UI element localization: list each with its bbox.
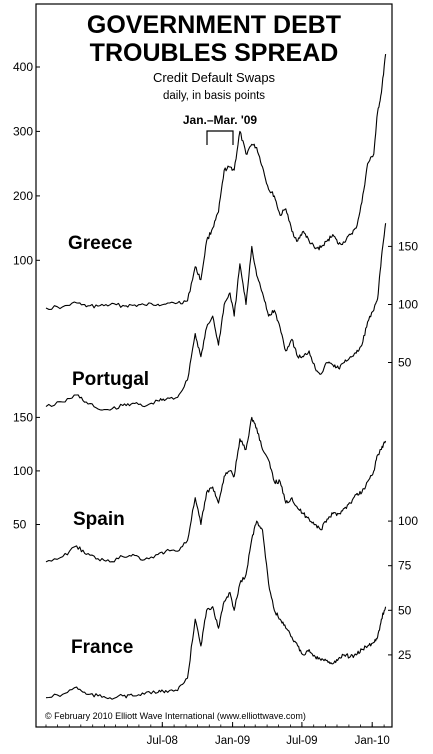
y-tick-label-greece-200: 200 (13, 189, 33, 203)
chart-title-line2: TROUBLES SPREAD (90, 39, 339, 67)
series-label-spain: Spain (73, 509, 125, 530)
y-tick-label-france-25: 25 (398, 648, 412, 662)
series-label-greece: Greece (68, 233, 132, 254)
plot-frame (35, 3, 393, 728)
y-tick-label-spain-150: 150 (13, 410, 33, 424)
y-tick-label-portugal-50: 50 (398, 356, 412, 370)
series-line-france (45, 520, 387, 700)
y-tick-label-spain-100: 100 (13, 464, 33, 478)
copyright-credit: © February 2010 Elliott Wave Internation… (45, 711, 306, 721)
chart-subtitle-2: daily, in basis points (163, 90, 265, 102)
x-tick-label-jan-10: Jan-10 (355, 735, 390, 747)
y-tick-label-greece-400: 400 (13, 60, 33, 74)
series-line-greece (45, 54, 387, 310)
x-tick-label-jul-08: Jul-08 (147, 735, 178, 747)
y-tick-label-portugal-100: 100 (398, 298, 418, 312)
x-tick-label-jan-09: Jan-09 (215, 735, 250, 747)
y-tick-label-france-75: 75 (398, 559, 412, 573)
series-label-france: France (71, 637, 133, 658)
x-tick-label-jul-09: Jul-09 (286, 735, 317, 747)
y-tick-label-greece-300: 300 (13, 124, 33, 138)
series-line-spain (45, 416, 387, 563)
y-tick-label-greece-100: 100 (13, 253, 33, 267)
annotation-label: Jan.–Mar. '09 (183, 113, 258, 127)
series-label-portugal: Portugal (72, 369, 149, 390)
y-tick-label-spain-50: 50 (13, 518, 27, 532)
series-line-portugal (45, 223, 387, 411)
chart-subtitle: Credit Default Swaps (153, 70, 276, 85)
y-tick-label-france-100: 100 (398, 514, 418, 528)
y-tick-label-portugal-150: 150 (398, 239, 418, 253)
chart-title-line1: GOVERNMENT DEBT (87, 11, 341, 39)
annotation-bracket (206, 130, 234, 145)
y-tick-label-france-50: 50 (398, 603, 412, 617)
